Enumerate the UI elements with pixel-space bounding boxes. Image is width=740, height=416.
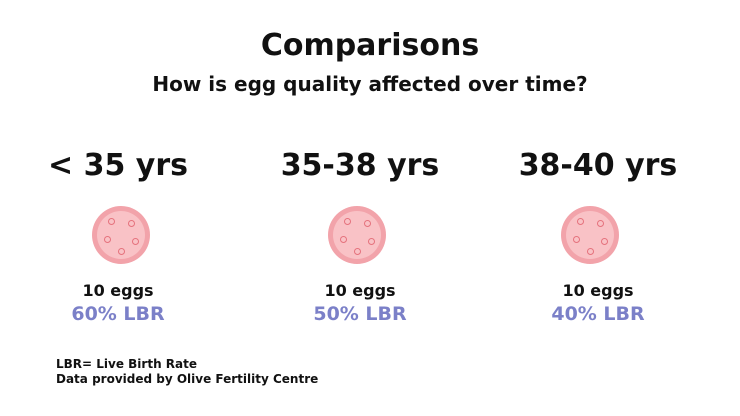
egg-count: 10 eggs <box>324 281 396 300</box>
lbr-value: 60% LBR <box>71 303 165 325</box>
footnote-lbr: LBR= Live Birth Rate <box>56 357 198 371</box>
egg-cell-icon <box>92 206 150 264</box>
footnotes: LBR= Live Birth Rate Data provided by Ol… <box>56 357 318 387</box>
egg-count: 10 eggs <box>82 281 154 300</box>
lbr-value: 40% LBR <box>551 303 645 325</box>
lbr-value: 50% LBR <box>313 303 407 325</box>
footnote-source: Data provided by Olive Fertility Centre <box>56 372 319 386</box>
age-label: 38-40 yrs <box>518 148 678 183</box>
age-label: 35-38 yrs <box>280 148 440 183</box>
group-35-38: 35-38 yrs 10 eggs 50% LBR <box>250 148 470 325</box>
age-label: < 35 yrs <box>48 148 188 183</box>
page-subtitle: How is egg quality affected over time? <box>152 72 588 96</box>
egg-count: 10 eggs <box>562 281 634 300</box>
group-38-40: 38-40 yrs 10 eggs 40% LBR <box>488 148 708 325</box>
group-under-35: < 35 yrs 10 eggs 60% LBR <box>8 148 228 325</box>
egg-cell-icon <box>561 206 619 264</box>
page-title: Comparisons <box>260 28 480 63</box>
egg-cell-icon <box>328 206 386 264</box>
